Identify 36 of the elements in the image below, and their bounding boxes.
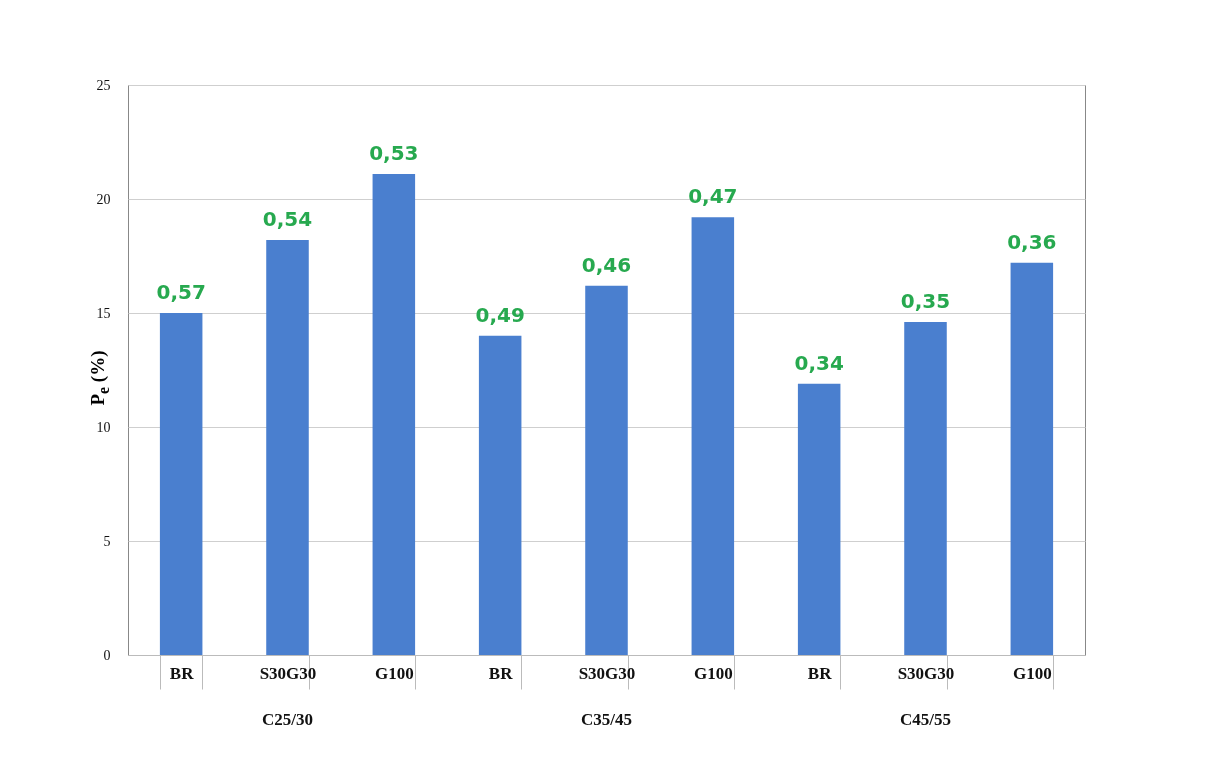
y-tick-label: 15 [96, 305, 111, 321]
x-tick-label: S30G30 [259, 663, 317, 683]
annotation: 0,49 [475, 302, 525, 327]
bar [904, 322, 947, 655]
annotation: 0,54 [262, 207, 313, 232]
x-tick-label: G100 [693, 663, 733, 683]
annotation: 0,34 [794, 350, 844, 375]
y-tick-label: 10 [96, 419, 111, 435]
annotation: 0,46 [581, 252, 632, 277]
x-tick-label: BR [807, 663, 833, 683]
y-tick-label: 0 [103, 647, 111, 663]
annotation: 0,35 [900, 289, 951, 314]
bar [372, 173, 416, 655]
bar [159, 313, 203, 655]
x-tick-label: BR [169, 663, 195, 683]
annotation: 0,47 [688, 184, 738, 209]
text: C35/45 [581, 710, 632, 729]
x-tick-label: S30G30 [897, 663, 955, 683]
bar [478, 335, 522, 655]
text: C45/55 [900, 710, 951, 729]
bar [797, 383, 841, 655]
x-tick-label: G100 [374, 663, 414, 683]
y-tick-label: 5 [103, 533, 111, 549]
annotation: 0,57 [156, 280, 206, 304]
bar [691, 217, 735, 655]
bar [1010, 262, 1054, 655]
y-tick-label: 20 [96, 191, 111, 207]
x-tick-label: BR [488, 663, 514, 683]
y-tick-label: 25 [96, 77, 111, 93]
bar [585, 285, 628, 655]
annotation: 0,53 [369, 140, 419, 165]
text: C25/30 [262, 710, 313, 729]
bar [266, 240, 309, 655]
annotation: 0,36 [1007, 229, 1057, 254]
x-tick-label: G100 [1012, 663, 1052, 683]
x-tick-label: S30G30 [578, 663, 636, 683]
